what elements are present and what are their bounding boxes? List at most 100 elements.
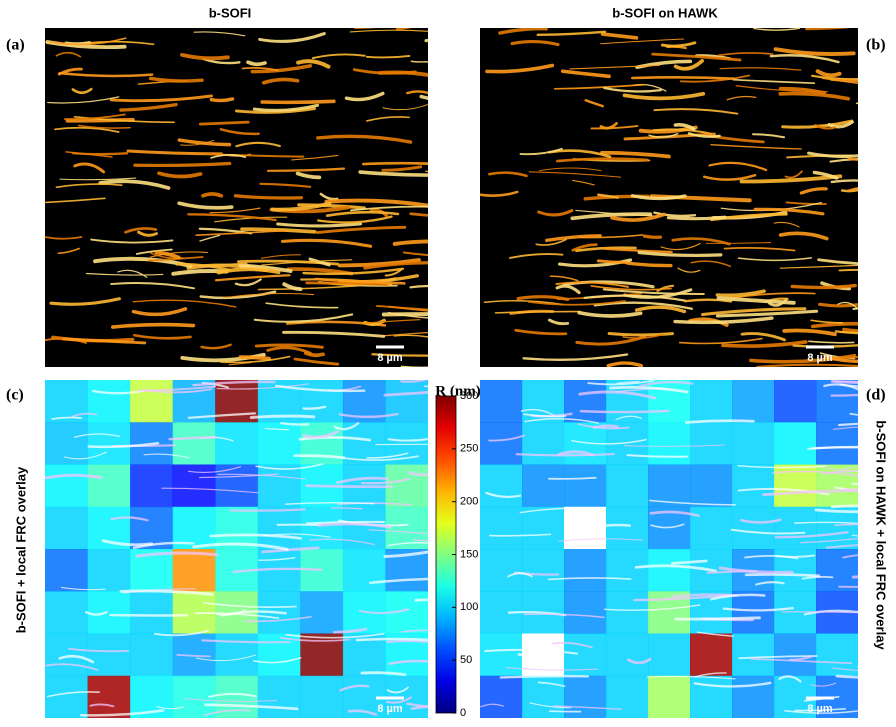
image (480, 24, 896, 367)
frc-cell (88, 549, 131, 592)
fiber (421, 97, 459, 100)
frc-cell (564, 380, 607, 423)
fiber (668, 217, 724, 219)
frc-cell (88, 380, 131, 423)
frc-cell (690, 507, 733, 550)
frc-cell (88, 676, 131, 719)
scale-bar-label: 8 µm (377, 352, 403, 364)
frc-cell (173, 465, 216, 508)
frc-cell (480, 380, 523, 423)
fiber (248, 62, 265, 64)
frc-cell (774, 422, 817, 465)
fiber (200, 122, 248, 124)
panel-label: (c) (6, 387, 24, 404)
frc-cell (648, 676, 691, 719)
frc-cell (300, 676, 343, 719)
fiber (411, 214, 479, 217)
colorbar-tick-label: 50 (460, 654, 472, 666)
frc-cell (774, 507, 817, 550)
colorbar-tick-label: 150 (460, 548, 478, 560)
frc-cell (480, 634, 523, 677)
fiber (581, 411, 669, 412)
frc-cell (606, 676, 649, 719)
fiber (363, 163, 447, 164)
fiber (632, 77, 734, 78)
colorbar-tick-label: 100 (460, 601, 478, 613)
fiber (73, 153, 127, 154)
frc-cell (648, 634, 691, 677)
fiber (426, 40, 450, 45)
frc-cell (648, 422, 691, 465)
frc-cell (690, 465, 733, 508)
frc-cell (606, 591, 649, 634)
frc-cell (816, 507, 859, 550)
fiber (676, 618, 759, 619)
frc-cell (522, 422, 565, 465)
frc-cell (45, 380, 88, 423)
fiber (240, 357, 269, 359)
frc-cell (130, 634, 173, 677)
figure: b-SOFI b-SOFI on HAWK (a) (b) (c) (d) b-… (0, 0, 896, 722)
frc-cell (45, 549, 88, 592)
fiber (398, 23, 425, 29)
fiber (746, 574, 819, 575)
frc-cell (648, 380, 691, 423)
frc-cell (130, 465, 173, 508)
frc-cell (732, 422, 775, 465)
frc-cell (648, 549, 691, 592)
frc-cell (88, 465, 131, 508)
fiber (211, 99, 232, 101)
frc-cell (88, 591, 131, 634)
fiber (857, 103, 896, 106)
panel-label: (d) (866, 387, 886, 404)
frc-cell (606, 465, 649, 508)
fiber (831, 79, 896, 81)
side-label: b-SOFI + local FRC overlay (13, 466, 28, 633)
frc-cell (480, 507, 523, 550)
frc-cell (690, 676, 733, 719)
frc-cell (564, 591, 607, 634)
frc-cell (300, 591, 343, 634)
frc-cell (45, 507, 88, 550)
frc-cell (130, 591, 173, 634)
frc-cell (480, 465, 523, 508)
frc-cell (45, 634, 88, 677)
frc-cell (258, 422, 301, 465)
frc-cell (385, 380, 428, 423)
frc-cell (732, 465, 775, 508)
image-bg (45, 28, 428, 367)
frc-cell (564, 465, 607, 508)
frc-cell (522, 465, 565, 508)
fiber (231, 509, 305, 510)
fiber (831, 159, 896, 162)
frc-cell (45, 676, 88, 719)
frc-cell (690, 380, 733, 423)
frc-cell (215, 634, 258, 677)
fiber (110, 615, 187, 616)
frc-cell (258, 507, 301, 550)
frc-cell (732, 380, 775, 423)
fiber (598, 261, 626, 263)
frc-cell (130, 380, 173, 423)
fiber (501, 676, 588, 677)
panel-title: b-SOFI on HAWK (612, 5, 718, 20)
fiber (644, 236, 660, 237)
panel-label: (a) (6, 37, 25, 54)
frc-cell (343, 549, 386, 592)
frc-cell (606, 549, 649, 592)
colorbar-tick-label: 300 (460, 390, 478, 402)
colorbar-tick-label: 250 (460, 443, 478, 455)
frc-cell (774, 634, 817, 677)
frc-cell (173, 422, 216, 465)
image (45, 23, 501, 368)
frc-cell (732, 591, 775, 634)
panel-label: (b) (866, 37, 886, 54)
frc-cell (300, 507, 343, 550)
frc-cell (690, 422, 733, 465)
colorbar-tick-label: 200 (460, 496, 478, 508)
frc-cell (606, 634, 649, 677)
fiber (792, 286, 855, 288)
frc-cell (732, 507, 775, 550)
fiber (832, 506, 870, 507)
